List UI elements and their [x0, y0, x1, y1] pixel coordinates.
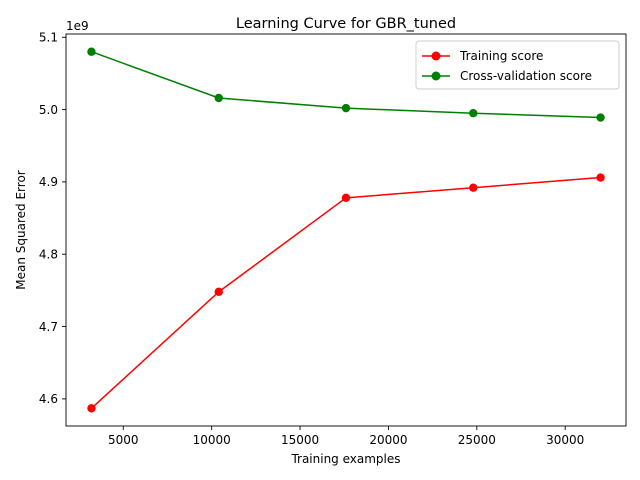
y-tick-label: 4.7: [39, 320, 58, 334]
legend-label-cross-validation: Cross-validation score: [460, 69, 592, 83]
data-point-cross-validation-score: [341, 103, 351, 113]
y-axis-label: Mean Squared Error: [14, 170, 28, 290]
data-point-training-score: [341, 193, 351, 203]
data-point-cross-validation-score: [469, 109, 478, 118]
chart-title: Learning Curve for GBR_tuned: [236, 16, 456, 32]
x-tick-label: 10000: [193, 433, 231, 447]
x-tick-label: 5000: [108, 433, 139, 447]
plot-area: [66, 34, 626, 426]
y-ticks: 4.6 4.7 4.8 4.9 5.0 5.1: [39, 30, 66, 406]
legend-label-training: Training score: [459, 49, 543, 63]
series-layer: [87, 47, 605, 413]
legend-marker-training: [431, 51, 441, 61]
x-tick-label: 20000: [369, 433, 407, 447]
data-point-cross-validation-score: [214, 93, 223, 103]
x-axis-label: Training examples: [290, 452, 400, 466]
x-tick-label: 25000: [458, 433, 496, 447]
data-point-cross-validation-score: [87, 47, 96, 56]
y-tick-label: 5.0: [39, 103, 58, 117]
legend-marker-cross-validation: [431, 71, 441, 81]
x-ticks: 5000 10000 15000 20000 25000 30000: [108, 426, 584, 447]
y-tick-label: 5.1: [39, 30, 58, 44]
data-point-training-score: [469, 183, 478, 192]
plot-frame: [65, 33, 627, 427]
legend: Training score Cross-validation score: [415, 40, 620, 90]
y-axis-offset-label: 1e9: [66, 19, 89, 33]
data-point-cross-validation-score: [596, 113, 605, 122]
y-tick-label: 4.9: [39, 175, 58, 189]
y-tick-label: 4.8: [39, 247, 58, 261]
y-tick-label: 4.6: [39, 392, 58, 406]
data-point-training-score: [596, 173, 605, 182]
x-tick-label: 15000: [281, 433, 319, 447]
x-tick-label: 30000: [546, 433, 584, 447]
legend-box: [415, 40, 620, 90]
data-point-training-score: [87, 404, 96, 413]
data-point-training-score: [214, 287, 223, 297]
